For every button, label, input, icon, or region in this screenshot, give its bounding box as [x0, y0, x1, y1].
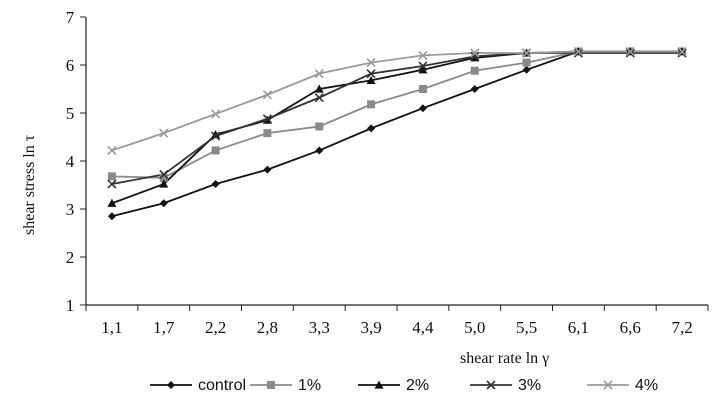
legend-label: 2% — [406, 377, 429, 394]
y-tick-label: 3 — [66, 200, 75, 219]
data-point — [677, 48, 687, 58]
legend-marker — [267, 381, 275, 389]
data-point — [677, 46, 687, 57]
legend-marker — [486, 380, 496, 390]
series-line-3 — [111, 52, 683, 185]
x-tick-label: 1,1 — [101, 318, 122, 337]
data-point — [211, 130, 221, 139]
data-point — [211, 146, 220, 155]
series-line-4 — [111, 50, 683, 152]
y-tick-label: 5 — [66, 104, 75, 123]
data-point — [211, 180, 220, 189]
legend: control 1% 2% 3% 4% — [150, 377, 658, 394]
data-point — [159, 169, 169, 180]
legend-label: 4% — [635, 377, 658, 394]
data-point — [522, 58, 531, 67]
data-point — [573, 48, 583, 58]
data-point — [418, 65, 428, 74]
data-point — [107, 145, 117, 156]
data-point — [314, 69, 324, 79]
data-point — [625, 48, 635, 58]
x-tick-labels: 1,1 1,7 2,2 2,8 3,3 3,9 4,4 5,0 5,5 6,1 6,6 7,2 — [101, 318, 692, 337]
data-point — [367, 100, 376, 109]
y-tick-label: 6 — [66, 56, 75, 75]
axes — [80, 16, 709, 311]
legend-marker — [374, 380, 384, 389]
data-point — [107, 212, 116, 221]
x-tick-label: 1,7 — [153, 318, 175, 337]
x-tick-label: 3,3 — [309, 318, 330, 337]
data-point — [159, 199, 168, 208]
data-point — [159, 179, 169, 188]
data-point — [107, 172, 116, 181]
data-point — [418, 104, 427, 113]
data-point — [159, 128, 169, 138]
data-point — [211, 131, 221, 141]
series-markers — [107, 46, 687, 221]
data-point — [573, 46, 583, 57]
series-line-2 — [111, 50, 683, 205]
data-point — [262, 114, 272, 124]
x-axis-label: shear rate ln γ — [460, 350, 549, 367]
data-point — [470, 85, 479, 93]
series-lines — [111, 50, 683, 218]
y-tick-label: 7 — [66, 8, 75, 27]
x-tick-label: 4,4 — [412, 318, 434, 337]
data-point — [315, 146, 324, 155]
data-point — [367, 124, 376, 133]
data-point — [211, 109, 221, 119]
data-point — [262, 90, 272, 100]
data-point — [263, 129, 272, 138]
data-point — [314, 93, 324, 103]
data-point — [522, 48, 532, 58]
data-point — [159, 173, 168, 182]
legend-label: control — [198, 377, 246, 394]
x-tick-label: 7,2 — [671, 318, 692, 337]
data-point — [107, 198, 117, 207]
data-point — [522, 65, 531, 74]
x-tick-label: 3,9 — [360, 318, 381, 337]
data-point — [625, 46, 635, 57]
y-tick-label: 2 — [66, 248, 75, 267]
series-line-0 — [111, 50, 683, 218]
x-tick-label: 6,6 — [620, 318, 641, 337]
x-tick-label: 6,1 — [568, 318, 589, 337]
data-point — [418, 85, 427, 93]
data-point — [366, 75, 376, 84]
x-tick-label: 2,8 — [257, 318, 278, 337]
data-point — [418, 50, 428, 60]
data-point — [314, 84, 324, 93]
legend-label: 1% — [298, 377, 321, 394]
legend-label: 3% — [518, 377, 541, 394]
data-point — [470, 66, 479, 75]
legend-marker — [167, 381, 175, 389]
data-point — [107, 179, 117, 189]
y-tick-label: 1 — [66, 296, 75, 315]
data-point — [366, 58, 376, 68]
legend-marker — [603, 380, 613, 390]
y-tick-labels: 1 2 3 4 5 6 7 — [66, 8, 75, 315]
data-point — [366, 69, 376, 79]
y-axis-label: shear stress ln τ — [21, 134, 38, 235]
x-tick-label: 5,5 — [516, 318, 537, 337]
data-point — [263, 165, 272, 174]
x-tick-label: 5,0 — [464, 318, 485, 337]
data-point — [418, 61, 428, 71]
x-tick-label: 2,2 — [205, 318, 226, 337]
data-point — [470, 48, 480, 58]
y-tick-label: 4 — [66, 152, 75, 171]
data-point — [315, 122, 324, 131]
data-point — [470, 51, 480, 61]
